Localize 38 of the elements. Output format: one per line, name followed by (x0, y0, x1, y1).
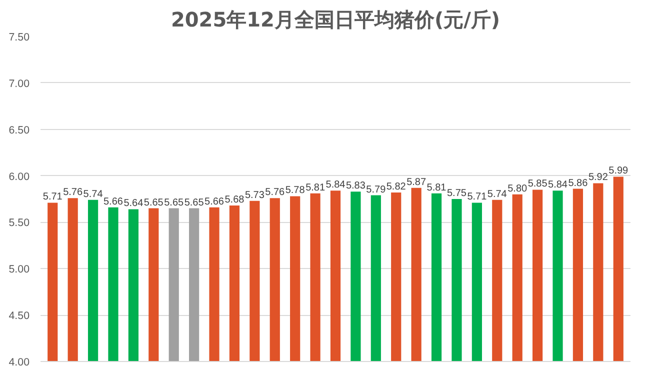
y-tick-label: 7.50 (8, 32, 30, 44)
data-label: 5.84 (548, 180, 568, 191)
data-label: 5.78 (285, 185, 306, 196)
data-label: 5.68 (224, 194, 245, 206)
data-label: 5.65 (164, 197, 184, 208)
data-label: 5.74 (83, 188, 104, 200)
y-tick-label: 5.00 (8, 264, 30, 276)
data-label: 5.66 (204, 196, 224, 208)
data-label: 5.76 (63, 187, 83, 198)
y-tick-label: 5.50 (8, 217, 30, 230)
data-label: 5.82 (386, 182, 406, 192)
y-tick-label: 6.00 (8, 170, 30, 183)
y-tick-label: 4.00 (8, 356, 30, 367)
data-label: 5.65 (144, 197, 164, 208)
data-label: 5.81 (426, 182, 447, 194)
data-label: 5.64 (124, 198, 144, 210)
data-label: 5.71 (42, 192, 63, 203)
y-tick-label: 4.50 (8, 310, 30, 322)
data-label: 5.74 (487, 188, 508, 200)
data-label: 5.84 (326, 180, 346, 191)
data-label: 5.86 (568, 178, 588, 189)
data-label: 5.99 (608, 166, 629, 177)
data-label: 5.87 (406, 176, 426, 188)
y-tick-label: 6.50 (8, 124, 30, 136)
data-label: 5.65 (184, 197, 204, 208)
data-label: 5.76 (265, 187, 286, 198)
data-label: 5.80 (508, 183, 528, 194)
data-label: 5.66 (104, 196, 124, 208)
y-tick-label: 7.00 (8, 78, 30, 90)
data-label: 5.85 (528, 178, 548, 190)
data-label: 5.79 (366, 184, 386, 196)
data-label: 5.71 (467, 192, 488, 203)
chart-title: 2025年12月全国日平均猪价(元/斤) (170, 8, 500, 32)
data-label: 5.83 (346, 180, 366, 192)
data-label: 5.92 (588, 172, 608, 184)
data-label: 5.81 (306, 182, 326, 194)
data-label: 5.75 (447, 188, 467, 199)
data-label: 5.73 (244, 190, 265, 201)
